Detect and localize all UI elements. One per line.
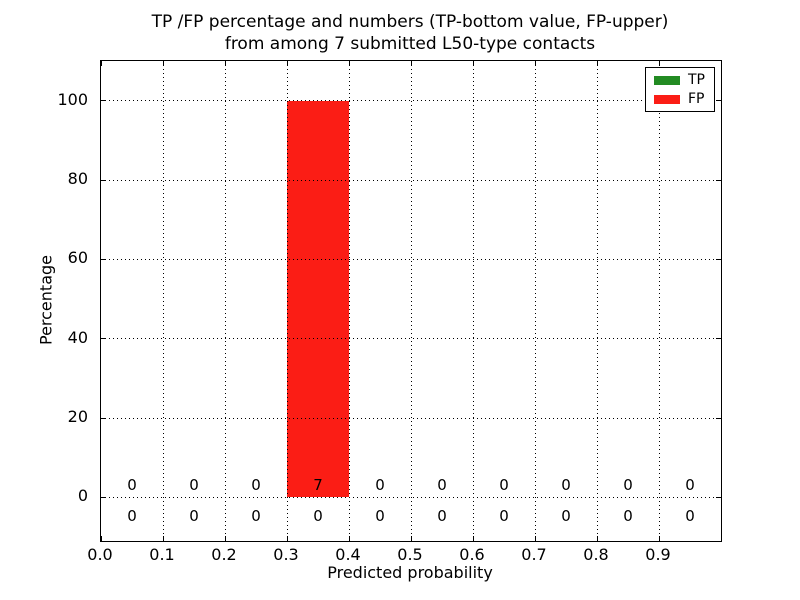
x-tick-mark bbox=[348, 61, 350, 66]
annotation-tp-count: 0 bbox=[623, 507, 633, 526]
x-tick-mark bbox=[162, 536, 164, 541]
x-tick-label: 0.6 bbox=[459, 545, 485, 564]
y-tick-mark bbox=[101, 179, 106, 181]
legend-swatch-tp-icon bbox=[654, 75, 680, 85]
y-tick-mark bbox=[716, 496, 721, 498]
x-tick-mark bbox=[534, 536, 536, 541]
x-tick-mark bbox=[472, 61, 474, 66]
annotation-fp-count: 0 bbox=[561, 475, 571, 494]
annotation-tp-count: 0 bbox=[251, 507, 261, 526]
gridline-vertical bbox=[286, 61, 288, 541]
annotation-fp-count: 0 bbox=[623, 475, 633, 494]
x-tick-mark bbox=[286, 61, 288, 66]
x-tick-label: 0.9 bbox=[645, 545, 671, 564]
x-tick-mark bbox=[596, 536, 598, 541]
y-tick-mark bbox=[716, 417, 721, 419]
x-tick-label: 0.5 bbox=[397, 545, 423, 564]
x-tick-mark bbox=[534, 61, 536, 66]
gridline-vertical bbox=[658, 61, 660, 541]
y-tick-mark bbox=[716, 258, 721, 260]
y-tick-mark bbox=[101, 100, 106, 102]
gridline-vertical bbox=[410, 61, 412, 541]
chart-title-line1: TP /FP percentage and numbers (TP-bottom… bbox=[151, 12, 669, 32]
x-tick-mark bbox=[286, 536, 288, 541]
annotation-fp-count: 0 bbox=[127, 475, 137, 494]
legend-label-tp: TP bbox=[688, 72, 705, 88]
x-tick-mark bbox=[596, 61, 598, 66]
x-tick-mark bbox=[224, 536, 226, 541]
x-tick-mark bbox=[410, 536, 412, 541]
gridline-vertical bbox=[224, 61, 226, 541]
y-tick-label: 60 bbox=[67, 248, 88, 268]
x-tick-label: 0.0 bbox=[87, 545, 113, 564]
x-tick-mark bbox=[100, 61, 102, 66]
y-tick-label: 80 bbox=[67, 169, 88, 188]
y-tick-mark bbox=[716, 338, 721, 340]
x-tick-mark bbox=[162, 61, 164, 66]
y-axis-label: Percentage bbox=[36, 254, 56, 346]
annotation-fp-count: 7 bbox=[313, 475, 323, 494]
legend-label-fp: FP bbox=[688, 91, 705, 107]
x-tick-label: 0.3 bbox=[273, 545, 299, 564]
y-tick-mark bbox=[101, 338, 106, 340]
plot-area: TP FP 0 0 0 0 0 0 7 0 0 0 0 0 0 0 0 0 0 0 0 0 bbox=[100, 60, 722, 542]
annotation-tp-count: 0 bbox=[313, 507, 323, 526]
gridline-vertical bbox=[162, 61, 164, 541]
chart-title: TP /FP percentage and numbers (TP-bottom… bbox=[100, 11, 720, 55]
bar-fp bbox=[287, 100, 349, 498]
x-tick-label: 0.4 bbox=[335, 545, 361, 564]
gridline-vertical bbox=[348, 61, 350, 541]
annotation-fp-count: 0 bbox=[437, 475, 447, 494]
y-tick-label: 40 bbox=[67, 327, 88, 347]
annotation-tp-count: 0 bbox=[375, 507, 385, 526]
annotation-tp-count: 0 bbox=[127, 507, 137, 526]
annotation-fp-count: 0 bbox=[251, 475, 261, 494]
x-tick-label: 0.7 bbox=[521, 545, 547, 564]
annotation-tp-count: 0 bbox=[499, 507, 509, 526]
x-tick-mark bbox=[410, 61, 412, 66]
x-tick-mark bbox=[720, 536, 722, 541]
chart-title-line2: from among 7 submitted L50-type contacts bbox=[224, 34, 596, 54]
annotation-tp-count: 0 bbox=[437, 507, 447, 526]
annotation-tp-count: 0 bbox=[189, 507, 199, 526]
gridline-vertical bbox=[596, 61, 598, 541]
x-tick-mark bbox=[348, 536, 350, 541]
annotation-tp-count: 0 bbox=[685, 507, 695, 526]
annotation-fp-count: 0 bbox=[685, 475, 695, 494]
gridline-vertical bbox=[472, 61, 474, 541]
y-tick-label: 20 bbox=[67, 407, 88, 427]
x-axis-label: Predicted probability bbox=[327, 563, 493, 582]
y-tick-mark bbox=[716, 100, 721, 102]
x-tick-mark bbox=[224, 61, 226, 66]
x-tick-mark bbox=[658, 536, 660, 541]
x-tick-label: 0.8 bbox=[583, 545, 609, 564]
y-tick-mark bbox=[716, 179, 721, 181]
x-tick-mark bbox=[472, 536, 474, 541]
annotation-fp-count: 0 bbox=[189, 475, 199, 494]
gridline-vertical bbox=[534, 61, 536, 541]
annotation-tp-count: 0 bbox=[561, 507, 571, 526]
x-tick-mark bbox=[658, 61, 660, 66]
legend-item-tp: TP bbox=[654, 73, 705, 87]
y-tick-mark bbox=[101, 258, 106, 260]
y-tick-label: 0 bbox=[77, 486, 88, 506]
y-tick-mark bbox=[101, 496, 106, 498]
x-tick-label: 0.1 bbox=[149, 545, 175, 564]
legend-swatch-fp-icon bbox=[654, 94, 680, 104]
x-tick-mark bbox=[720, 61, 722, 66]
annotation-fp-count: 0 bbox=[375, 475, 385, 494]
x-tick-mark bbox=[100, 536, 102, 541]
annotation-fp-count: 0 bbox=[499, 475, 509, 494]
x-tick-label: 0.2 bbox=[211, 545, 237, 564]
y-tick-label: 100 bbox=[57, 89, 88, 109]
legend: TP FP bbox=[645, 67, 715, 112]
legend-item-fp: FP bbox=[654, 92, 705, 106]
y-tick-mark bbox=[101, 417, 106, 419]
